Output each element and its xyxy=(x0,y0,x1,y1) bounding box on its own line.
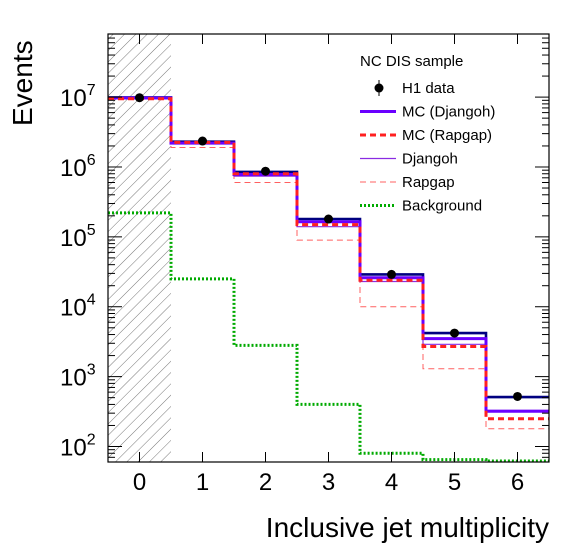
series-rapgap xyxy=(108,98,549,430)
data-point xyxy=(324,214,333,224)
data-points xyxy=(135,93,522,401)
data-point xyxy=(450,328,459,338)
data-point xyxy=(198,136,207,146)
plot-frame xyxy=(107,33,550,463)
x-axis-title: Inclusive jet multiplicity xyxy=(266,512,549,543)
x-tick-label: 0 xyxy=(133,469,146,496)
y-axis-title: Events xyxy=(7,40,38,126)
x-tick-label: 4 xyxy=(385,469,398,496)
legend: NC DIS sample H1 data MC (Djangoh) MC (Rap… xyxy=(360,53,495,215)
legend-label-rapgap: Rapgap xyxy=(402,174,455,191)
data-point xyxy=(135,93,144,103)
tick-labels: 0 1 2 3 4 5 6 102 103 104 105 106 107 xyxy=(60,82,524,496)
legend-title: NC DIS sample xyxy=(360,53,463,70)
y-tick-label: 102 xyxy=(60,431,96,461)
legend-marker-h-data xyxy=(374,83,384,93)
y-tick-label: 104 xyxy=(60,292,96,322)
data-point xyxy=(513,391,522,401)
legend-label-h-data: H1 data xyxy=(402,80,455,97)
x-tick-label: 2 xyxy=(259,469,272,496)
series-mc-djangoh- xyxy=(108,96,549,413)
series-mc-rapgap- xyxy=(108,97,549,421)
series-background xyxy=(108,211,549,462)
excluded-region xyxy=(108,34,171,462)
legend-label-background: Background xyxy=(402,198,482,215)
x-tick-label: 1 xyxy=(196,469,209,496)
legend-label-mc-djangoh: MC (Djangoh) xyxy=(402,104,495,121)
y-tick-label: 105 xyxy=(60,222,96,252)
y-tick-label: 106 xyxy=(60,152,96,182)
axis-ticks xyxy=(108,33,549,463)
x-tick-label: 6 xyxy=(511,469,524,496)
data-point xyxy=(261,166,270,176)
x-tick-label: 3 xyxy=(322,469,335,496)
y-tick-label: 107 xyxy=(60,82,96,112)
legend-label-mc-rapgap: MC (Rapgap) xyxy=(402,127,492,144)
data-point xyxy=(387,269,396,279)
x-tick-label: 5 xyxy=(448,469,461,496)
series-layer xyxy=(108,96,549,462)
series-djangoh xyxy=(108,97,549,411)
y-tick-label: 103 xyxy=(60,362,96,392)
legend-label-djangoh: Djangoh xyxy=(402,151,458,168)
